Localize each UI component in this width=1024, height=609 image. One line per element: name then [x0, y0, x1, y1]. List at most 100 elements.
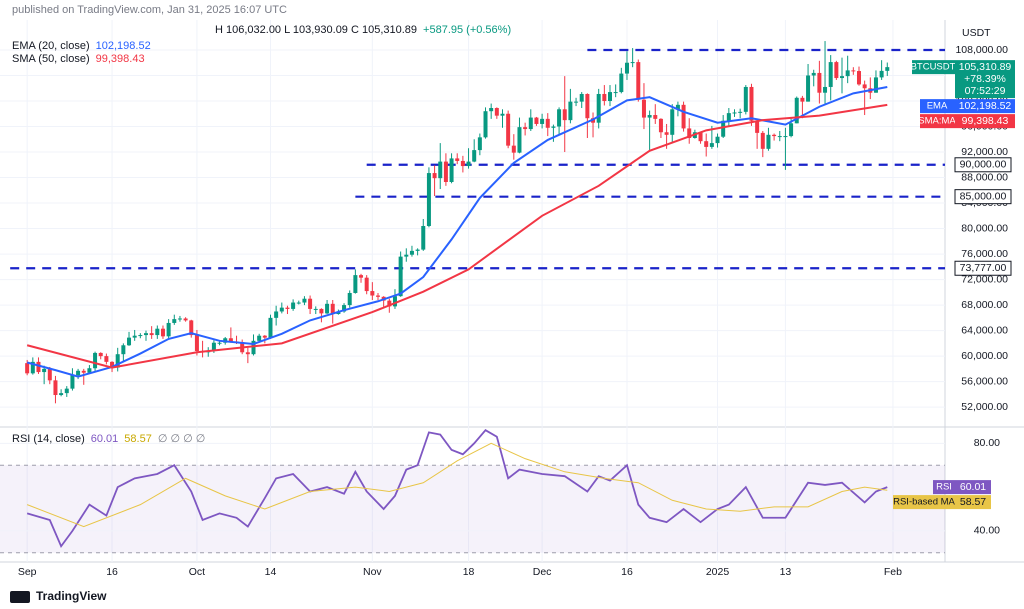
candle-body	[568, 101, 573, 121]
candle-body	[732, 112, 737, 114]
candle-body	[534, 117, 539, 124]
x-tick-label: 16	[621, 566, 633, 578]
price-change: +78.39%	[964, 73, 1006, 85]
candle-body	[806, 75, 811, 102]
candle-body	[698, 132, 703, 142]
rsi-band	[0, 465, 945, 553]
x-tick-label: Dec	[533, 566, 552, 578]
y-tick-label: 56,000.00	[961, 375, 1008, 387]
candle-body	[262, 335, 267, 338]
candle-body	[562, 109, 567, 121]
candle-body	[794, 97, 799, 124]
candle-body	[557, 109, 562, 127]
candle-body	[738, 111, 743, 113]
candle-body	[641, 99, 646, 118]
candle-body	[110, 361, 115, 368]
candle-body	[364, 277, 369, 292]
candle-body	[743, 86, 748, 112]
overlay-name-box	[920, 99, 955, 114]
candle-body	[500, 113, 505, 116]
y-tick-label: 60,000.00	[961, 350, 1008, 362]
y-tick-label: 108,000.00	[955, 44, 1008, 56]
ema-name: EMA (20, close)	[12, 40, 90, 52]
y-tick-label: 92,000.00	[961, 146, 1008, 158]
level-label: 85,000.00	[960, 190, 1007, 202]
x-tick-label: Sep	[18, 566, 37, 578]
candle-body	[257, 335, 262, 341]
candle-body	[313, 308, 318, 310]
ohlc: H 106,032.00 L 103,930.09 C 105,310.89	[215, 24, 418, 36]
candle-body	[76, 370, 81, 376]
overlay-name-box	[920, 114, 955, 129]
candle-body	[862, 84, 867, 89]
candle-body	[709, 143, 714, 147]
symbol-label: BTCUSDT	[911, 62, 956, 73]
candle-body	[675, 104, 680, 110]
candle-body	[30, 361, 35, 374]
candle-body	[404, 254, 409, 257]
y-tick-label: 80,000.00	[961, 222, 1008, 234]
candle-body	[823, 86, 828, 93]
candle-body	[885, 67, 890, 71]
candle-body	[189, 320, 194, 336]
candle-body	[64, 388, 69, 394]
candle-body	[619, 73, 624, 93]
overlay-value-box	[955, 114, 1015, 129]
candle-body	[523, 127, 528, 130]
rsi-name: RSI-based MA	[893, 497, 955, 508]
rsi-ma-value: 58.57	[124, 433, 152, 445]
level-label: 90,000.00	[960, 159, 1007, 171]
candle-body	[681, 104, 686, 129]
candle-body	[879, 70, 884, 78]
overlay-value: 99,398.43	[962, 115, 1009, 127]
y-tick-label: 52,000.00	[961, 401, 1008, 413]
candle-body	[721, 120, 726, 137]
series-line	[26, 429, 888, 549]
candle-body	[25, 363, 30, 374]
series-line	[26, 103, 888, 369]
candle-body	[506, 113, 511, 146]
candle-body	[149, 333, 154, 336]
candle-body	[398, 256, 403, 297]
level-label: 73,777.00	[960, 262, 1007, 274]
candle-body	[811, 72, 816, 76]
candle-body	[653, 115, 658, 119]
candle-body	[670, 109, 675, 135]
candle-body	[59, 393, 64, 396]
rsi-value: 60.01	[960, 481, 986, 493]
candle-body	[409, 250, 414, 255]
y-tick-label: 88,000.00	[961, 171, 1008, 183]
candle-body	[138, 335, 143, 337]
candle-body	[494, 108, 499, 116]
candle-body	[291, 302, 296, 309]
sma-legend: SMA (50, close) 99,398.43	[12, 53, 151, 65]
candle-body	[359, 275, 364, 278]
candle-body	[511, 145, 516, 153]
candle-body	[98, 352, 103, 357]
price-label: 105,310.89	[959, 61, 1012, 73]
candle-body	[42, 368, 47, 373]
currency: USDT	[962, 27, 991, 39]
candle-body	[53, 380, 58, 396]
rsi-value: 58.57	[960, 496, 986, 508]
candle-body	[121, 345, 126, 355]
candle-body	[760, 132, 765, 149]
candle-body	[466, 161, 471, 167]
candle-body	[432, 173, 437, 179]
candle-body	[274, 311, 279, 318]
candle-body	[477, 137, 482, 151]
candle-body	[551, 126, 556, 128]
rsi-legend: RSI (14, close) 60.01 58.57 ∅ ∅ ∅ ∅	[12, 432, 211, 445]
candle-body	[347, 292, 352, 306]
overlay-value-box	[955, 99, 1015, 114]
candle-body	[624, 62, 629, 74]
candle-body	[183, 318, 188, 321]
candle-body	[211, 342, 216, 352]
candle-body	[217, 342, 222, 344]
candle-body	[800, 97, 805, 102]
candle-body	[687, 128, 692, 138]
candle-body	[268, 317, 273, 338]
ema-legend: EMA (20, close) 102,198.52	[12, 40, 157, 52]
